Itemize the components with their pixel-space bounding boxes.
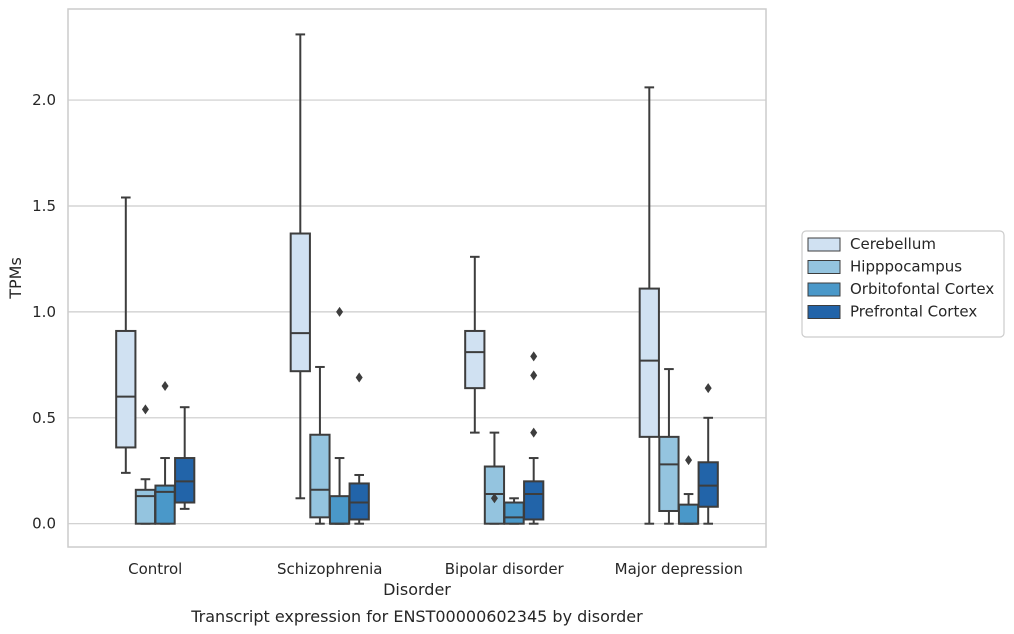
box [464,255,486,434]
outlier-point [355,372,363,383]
box-iqr [328,495,351,525]
outlier-point [336,306,344,317]
box-iqr [174,457,196,504]
box-series [115,33,719,525]
chart-caption: Transcript expression for ENST0000060234… [190,607,643,626]
legend-label: Orbitofontal Cortex [850,280,994,298]
outlier-point [530,370,538,381]
box [697,383,719,525]
box [503,497,525,525]
box [174,406,196,510]
box [289,33,311,500]
legend-label: Hipppocampus [850,258,962,276]
box-iqr [503,501,525,525]
y-tick-label: 0.0 [32,515,56,533]
box [309,365,331,525]
box [134,404,157,525]
box-iqr [309,433,331,519]
outlier-point [490,493,498,504]
y-tick-label: 2.0 [32,91,56,109]
box-iqr [677,503,700,525]
x-tick-label: Bipolar disorder [445,560,565,578]
box-iqr [464,329,486,390]
legend-label: Prefrontal Cortex [850,303,977,321]
x-tick-label: Major depression [615,560,743,578]
outlier-point [530,351,538,362]
box [115,196,137,474]
y-tick-label: 0.5 [32,409,56,427]
box [523,351,545,525]
y-tick-label: 1.0 [32,303,56,321]
legend-label: Cerebellum [850,235,936,253]
legend-swatch [807,260,841,274]
box [677,455,700,525]
box [483,431,506,525]
box-iqr [523,480,545,521]
outlier-point [161,381,169,392]
outlier-point [685,455,693,466]
plot-frame [67,8,767,548]
box [348,372,370,525]
x-tick-label: Schizophrenia [277,560,382,578]
box-iqr [658,435,680,512]
x-tick-label: Control [128,560,182,578]
box-iqr [348,482,370,521]
box [658,368,680,525]
series-hipppocampus [134,365,680,525]
legend-swatch [807,305,841,319]
outlier-point [141,404,149,415]
box-iqr [638,287,660,438]
y-axis-title: TPMs [6,257,25,300]
box-iqr [154,484,176,525]
box [328,306,351,525]
outlier-point [704,383,712,394]
legend-frame [801,230,1005,338]
y-axis-ticks: 0.0 0.5 1.0 1.5 2.0 [32,91,56,533]
series-orbitofontal-cortex [154,306,700,525]
box [638,86,660,525]
y-tick-label: 1.5 [32,197,56,215]
x-axis-title: Disorder [383,580,451,599]
box-iqr [115,329,137,449]
box-iqr [134,488,157,525]
outlier-point [530,427,538,438]
series-prefrontal-cortex [174,351,719,525]
legend-swatch [807,282,841,297]
x-axis-ticks: Control Schizophrenia Bipolar disorder Majo… [128,560,743,578]
box-iqr [289,232,311,373]
legend-swatch [807,237,841,252]
box-iqr [697,461,719,508]
series-cerebellum [115,33,660,525]
legend: Cerebellum Hipppocampus Orbitofontal Corte… [801,230,1005,338]
box [154,381,176,525]
